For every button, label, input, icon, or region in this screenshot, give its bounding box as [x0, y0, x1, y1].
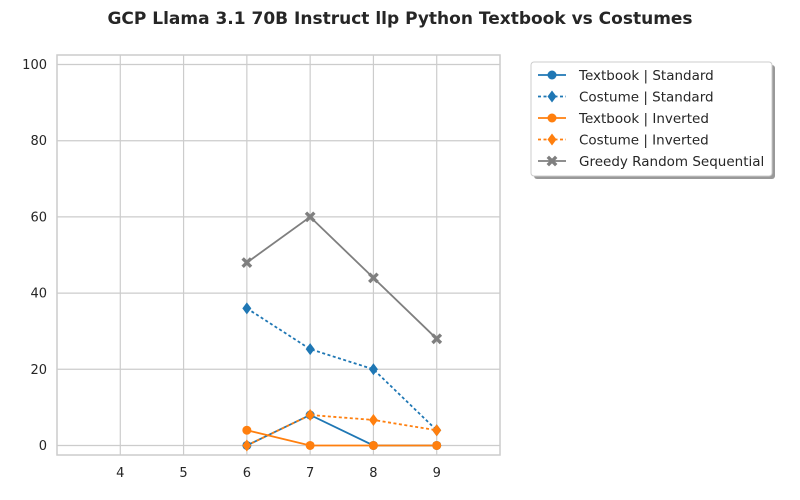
data-point: [242, 439, 252, 452]
series-layer: [241, 211, 443, 452]
legend-label: Costume | Standard: [579, 90, 714, 106]
series-line: [246, 414, 437, 447]
data-point: [432, 424, 442, 437]
legend-item: Costume | Standard: [538, 90, 714, 106]
data-point: [305, 440, 315, 450]
data-point: [368, 272, 379, 284]
legend-label: Costume | Inverted: [579, 133, 709, 149]
legend-item: Textbook | Inverted: [538, 111, 709, 127]
x-tick-label: 8: [369, 466, 377, 481]
legend-box: [530, 61, 773, 177]
axes: 4 5 6 7 8 9 0 20 40 60 80 100: [22, 54, 501, 481]
series-3: [242, 409, 442, 452]
data-point: [432, 440, 442, 450]
y-tick-label: 20: [30, 363, 47, 378]
grid: [57, 55, 500, 455]
y-tick-label: 60: [30, 210, 47, 225]
series-line: [246, 414, 437, 447]
legend-item: Costume | Inverted: [538, 133, 709, 149]
legend-marker: [547, 90, 557, 103]
data-point: [368, 440, 378, 450]
legend-marker: [547, 133, 557, 146]
series-2: [242, 425, 442, 450]
legend: Textbook | Standard Costume | Standard Tex…: [530, 61, 775, 179]
series-0: [242, 410, 442, 450]
y-tick-label: 0: [39, 439, 47, 454]
series-4: [241, 211, 443, 345]
x-tick-label: 9: [433, 466, 441, 481]
data-point: [431, 333, 443, 345]
chart-title: GCP Llama 3.1 70B Instruct llp Python Te…: [107, 9, 692, 29]
data-point: [305, 409, 315, 421]
data-point: [304, 211, 316, 223]
x-tick-label: 5: [179, 466, 187, 481]
x-tick-label: 4: [116, 466, 124, 481]
legend-marker: [547, 113, 557, 123]
data-point: [368, 413, 378, 426]
legend-label: Textbook | Inverted: [578, 111, 709, 127]
plot-frame: [56, 54, 501, 456]
data-point: [242, 302, 252, 315]
series-line: [246, 429, 437, 447]
legend-label: Greedy Random Sequential: [579, 154, 764, 170]
y-tick-label: 80: [30, 134, 47, 149]
legend-item: Greedy Random Sequential: [538, 154, 764, 170]
data-point: [241, 257, 253, 269]
y-tick-label: 40: [30, 287, 47, 302]
legend-marker: [547, 70, 557, 80]
legend-item: Textbook | Standard: [538, 68, 714, 84]
legend-marker: [546, 155, 558, 167]
y-tick-label: 100: [22, 58, 47, 73]
series-line: [246, 215, 438, 340]
x-tick-label: 7: [306, 466, 314, 481]
data-point: [305, 343, 315, 356]
legend-label: Textbook | Standard: [578, 68, 714, 84]
data-point: [242, 425, 252, 435]
x-tick-label: 6: [243, 466, 251, 481]
data-point: [368, 363, 378, 376]
